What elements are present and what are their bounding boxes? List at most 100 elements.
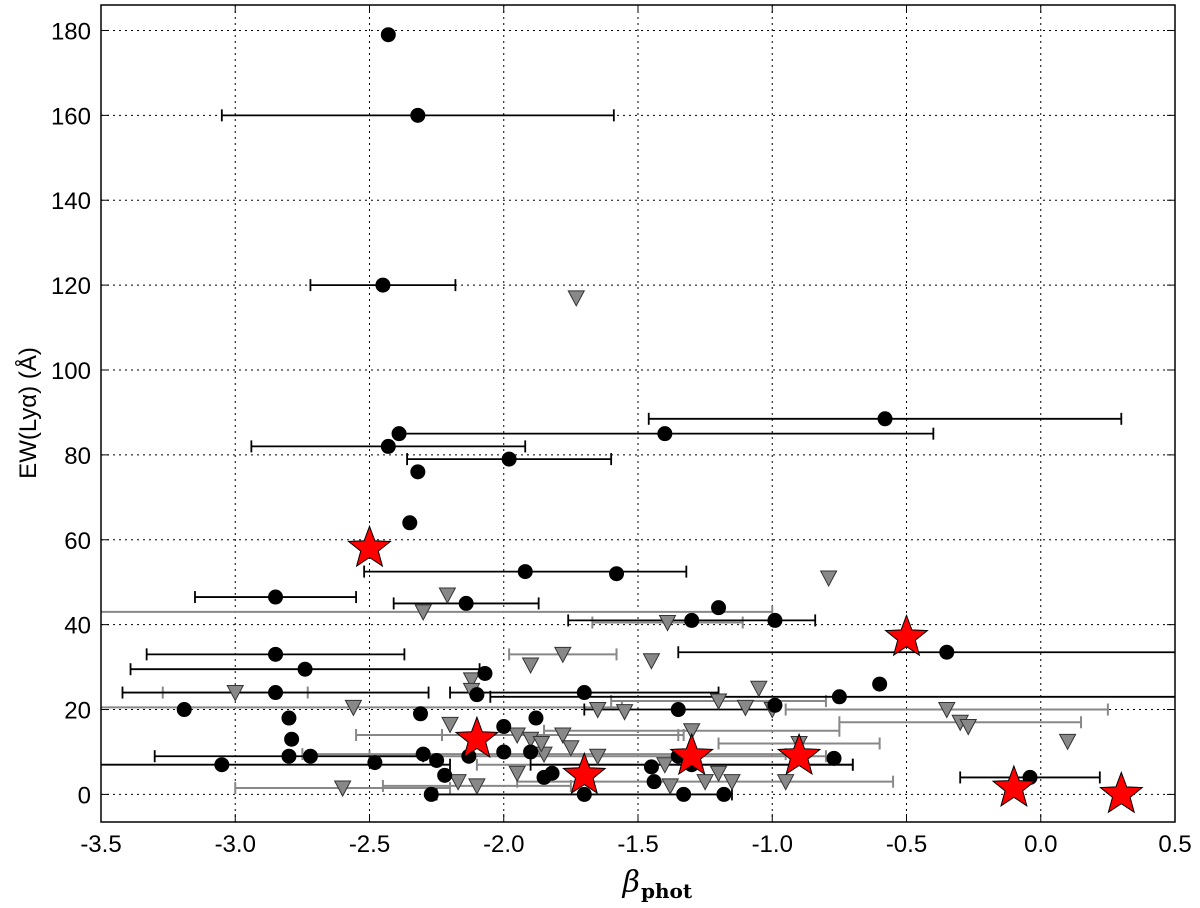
point [872,676,888,692]
point [281,710,297,726]
upper-limit [441,716,459,734]
x-tick-label: -1.0 [752,831,793,858]
upper-limit [508,727,527,745]
y-axis-label: EW(Lyα) (Å) [14,347,42,479]
y-tick-label: 160 [51,103,91,130]
star-point [669,732,714,776]
y-tick-label: 140 [51,188,91,215]
upper-limit [414,604,433,621]
point [496,719,512,735]
upper-limit [661,778,680,795]
point [501,451,517,467]
upper-limit [588,702,607,719]
upper-limit [567,290,586,307]
x-axis-label-sub: phot [641,879,693,903]
x-tick-label: -2.0 [483,831,524,858]
upper-limit [937,702,956,719]
point [176,702,192,718]
y-tick-label: 100 [51,358,91,385]
y-tick-label: 60 [64,528,91,555]
point [767,697,783,713]
upper-limit [656,757,674,774]
upper-limit [562,740,580,757]
point [657,426,673,442]
x-tick-label: -3.5 [80,831,121,858]
upper-limit [532,735,551,753]
y-tick-label: 40 [64,613,91,640]
point [646,774,662,790]
point [268,646,284,662]
upper-limit [959,719,978,736]
point [831,689,847,705]
plot-frame [100,4,1176,823]
upper-limit [709,765,728,783]
point [458,595,474,611]
upper-limit [468,778,486,795]
point [711,600,727,616]
upper-limit [723,774,741,791]
point [576,685,592,701]
upper-limit [658,615,677,632]
point [517,564,533,580]
upper-limit [588,748,607,766]
point [423,786,439,802]
upper-limit [553,727,572,745]
point [268,685,284,701]
point [410,464,426,480]
upper-limit [438,587,457,605]
point [402,515,418,531]
upper-limit [449,774,467,791]
point [415,746,431,762]
upper-limit [819,570,838,588]
upper-limit [553,646,572,664]
point [410,107,426,123]
star-point [884,613,929,657]
point [477,665,493,681]
upper-limit [1058,733,1077,751]
point [877,411,893,427]
star-point [562,751,607,795]
plot-area [101,27,1175,814]
point [268,589,284,605]
point [375,277,391,293]
upper-limit [344,699,363,717]
point [380,27,396,43]
star-point [1099,770,1144,814]
point [536,769,552,785]
point [496,744,512,760]
star-point [454,715,500,759]
x-tick-label: 0.0 [1024,831,1057,858]
x-axis-label: β [622,865,640,900]
upper-limit [508,765,527,783]
x-tick-label: -2.5 [349,831,390,858]
point [528,710,544,726]
point [297,661,313,677]
star-point [991,764,1037,807]
y-tick-label: 120 [51,273,91,300]
y-tick-label: 80 [64,443,91,470]
point [643,759,659,775]
upper-limit [333,780,352,798]
upper-limit [521,657,540,675]
y-tick-label: 0 [78,782,91,809]
x-tick-label: 0.5 [1158,831,1191,858]
y-tick-label: 20 [64,698,91,725]
point [380,438,396,454]
upper-limit [462,672,481,689]
point [826,750,842,766]
star-point [776,732,822,776]
point [676,786,692,802]
point [576,786,592,802]
point [716,786,732,802]
point [284,731,300,747]
x-tick-label: -3.0 [215,831,256,858]
point [391,426,407,442]
point [429,752,445,768]
star-point [347,524,392,568]
point [767,612,783,628]
upper-limit [615,704,634,721]
point [413,706,429,722]
point [367,755,383,771]
upper-limit [709,693,728,711]
